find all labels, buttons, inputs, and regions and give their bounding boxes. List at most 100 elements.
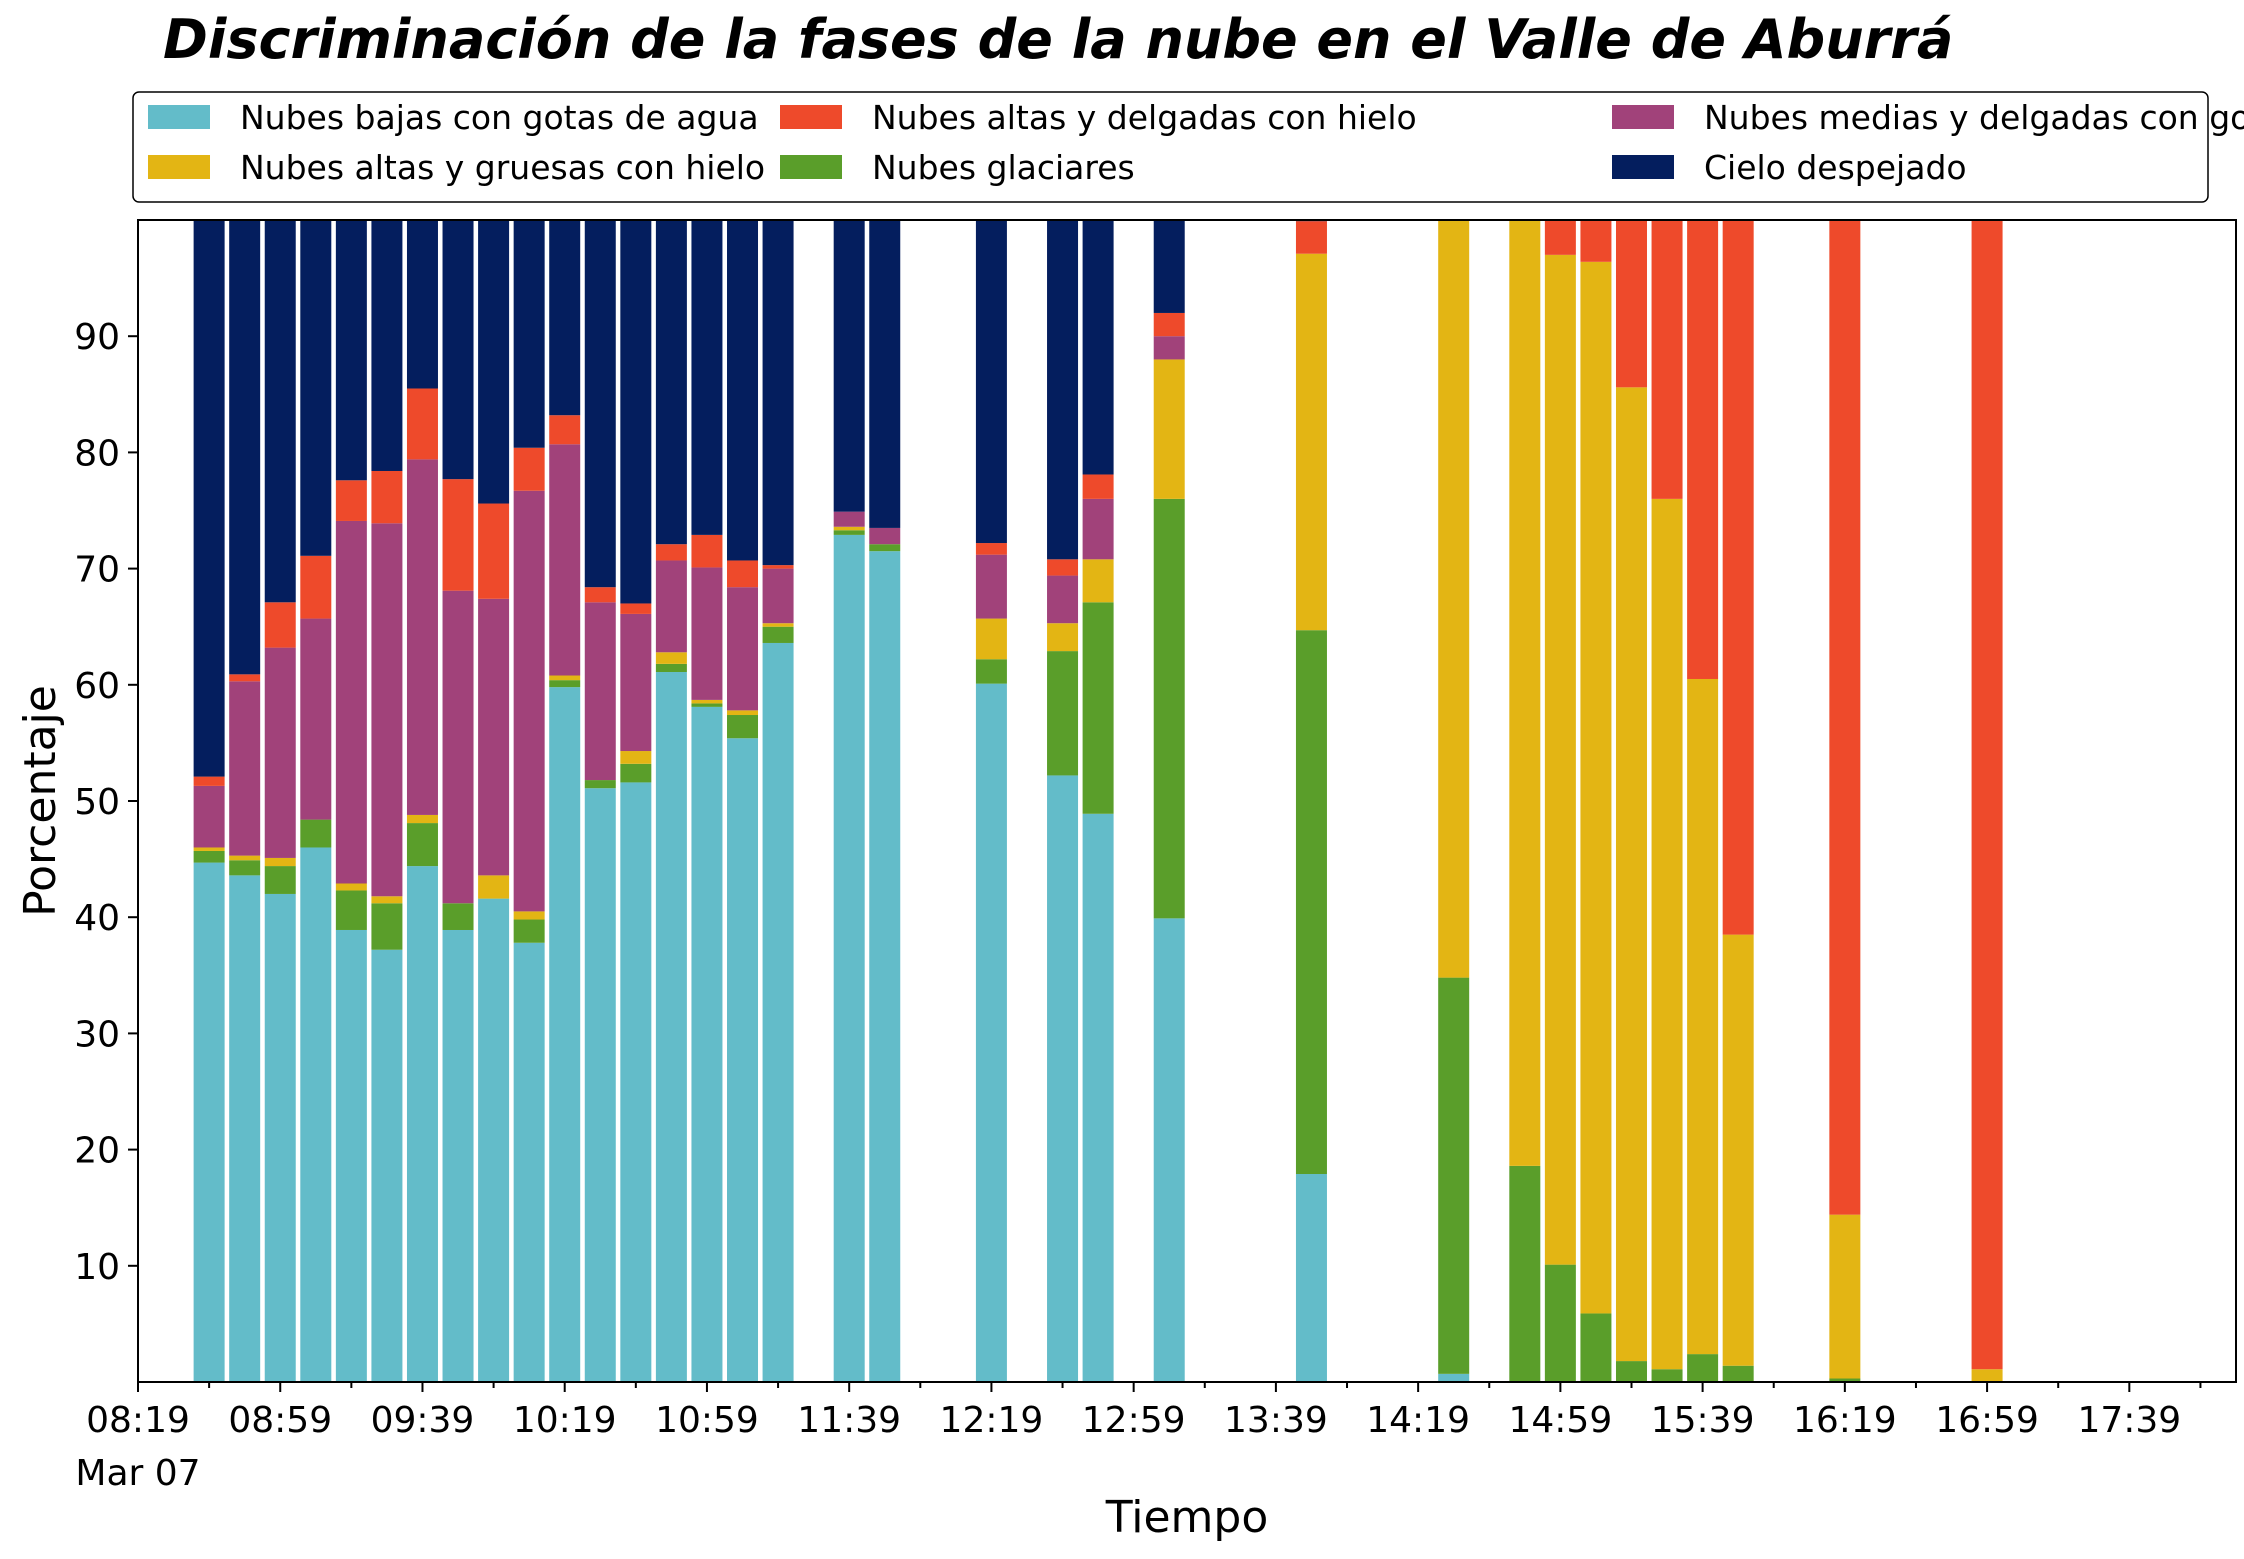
bar-segment (1580, 220, 1612, 262)
x-tick-sublabel: Mar 07 (75, 1453, 200, 1494)
bar-stack (1651, 220, 1683, 1382)
bar-stack (549, 220, 581, 1382)
y-tick-label: 60 (74, 666, 120, 707)
bar-segment (193, 847, 225, 851)
y-axis-label: Porcentaje (15, 685, 66, 917)
y-tick-label: 20 (74, 1131, 120, 1172)
bar-segment (1295, 253, 1327, 631)
bar-segment (300, 555, 332, 619)
bar-segment (300, 847, 332, 1382)
bar-segment (371, 896, 403, 904)
bar-stack (406, 220, 438, 1382)
bar-segment (229, 674, 261, 682)
bar-segment (300, 618, 332, 820)
legend-label: Nubes bajas con gotas de agua (240, 98, 759, 137)
bar-segment (833, 526, 865, 531)
bar-segment (833, 530, 865, 535)
legend-item: Nubes medias y delgadas con gotas de agu… (1612, 98, 2244, 137)
y-tick-label: 80 (74, 433, 120, 474)
y-tick-label: 90 (74, 317, 120, 358)
bar-stack (1295, 220, 1327, 1382)
x-axis-label: Tiempo (1105, 1492, 1269, 1543)
bar-segment (762, 626, 794, 643)
bar-segment (335, 929, 367, 1382)
bar-stack (513, 220, 545, 1382)
bar-segment (655, 220, 687, 545)
bar-stack (229, 220, 261, 1382)
bar-stack (620, 220, 652, 1382)
bar-segment (406, 814, 438, 824)
bar-stack (1153, 220, 1185, 1382)
x-tick-label: 14:59 (1508, 1400, 1612, 1441)
y-tick-label: 30 (74, 1014, 120, 1055)
legend-item: Nubes altas y gruesas con hielo (148, 148, 765, 187)
bar-segment (655, 663, 687, 673)
chart-title: Discriminación de la fases de la nube en… (163, 8, 1953, 71)
bar-stack (1971, 220, 2003, 1382)
bar-segment (371, 220, 403, 471)
bar-segment (229, 860, 261, 876)
x-tick-label: 13:39 (1224, 1400, 1328, 1441)
bar-segment (513, 490, 545, 912)
bar-segment (1615, 220, 1647, 388)
x-tick-label: 09:39 (371, 1400, 475, 1441)
bar-stack (193, 220, 225, 1382)
bar-segment (975, 543, 1007, 555)
bar-segment (1438, 977, 1470, 1374)
bar-stack (442, 220, 474, 1382)
bar-segment (1295, 630, 1327, 1175)
bar-segment (478, 220, 510, 504)
bar-segment (478, 598, 510, 876)
bar-segment (691, 703, 723, 707)
bar-segment (1153, 336, 1185, 360)
bar-segment (1082, 220, 1114, 475)
x-tick-label: 10:59 (655, 1400, 759, 1441)
bar-stack (869, 220, 901, 1382)
y-tick-label: 70 (74, 550, 120, 591)
x-tick-label: 08:59 (228, 1400, 332, 1441)
bar-stack (691, 220, 723, 1382)
bar-segment (442, 220, 474, 480)
bar-segment (1082, 474, 1114, 499)
bar-segment (406, 823, 438, 867)
bar-segment (478, 875, 510, 899)
bar-segment (584, 780, 616, 789)
bar-segment (620, 782, 652, 1382)
bar-segment (1722, 220, 1754, 935)
bar-segment (620, 613, 652, 752)
bar-segment (193, 850, 225, 863)
bar-segment (584, 602, 616, 781)
bar-segment (727, 738, 759, 1382)
bar-segment (655, 672, 687, 1382)
legend-label: Cielo despejado (1704, 148, 1967, 187)
bar-segment (1438, 220, 1470, 978)
bar-segment (371, 470, 403, 524)
bar-segment (442, 590, 474, 904)
bar-segment (478, 898, 510, 1382)
x-tick-label: 15:39 (1651, 1400, 1755, 1441)
legend-swatch (1612, 155, 1674, 179)
bar-segment (229, 875, 261, 1382)
bar-segment (1047, 575, 1079, 624)
bar-segment (478, 503, 510, 599)
bar-segment (549, 687, 581, 1382)
bar-segment (691, 699, 723, 704)
bar-segment (193, 862, 225, 1382)
bar-segment (1687, 1354, 1719, 1382)
bar-stack (1829, 220, 1861, 1382)
bar-segment (193, 220, 225, 777)
bar-segment (264, 893, 296, 1382)
bar-segment (335, 480, 367, 521)
bar-segment (406, 220, 438, 389)
bar-segment (975, 659, 1007, 684)
bars-layer (193, 220, 2003, 1382)
x-tick-label: 16:59 (1935, 1400, 2039, 1441)
y-tick-label: 10 (74, 1247, 120, 1288)
axes-layer: 10 20 30 40 50 60 70 80 90 08:19 Mar 07 08:59 09:39 1… (74, 317, 2202, 1494)
bar-segment (442, 903, 474, 930)
bar-segment (549, 415, 581, 445)
bar-segment (513, 919, 545, 943)
bar-segment (1438, 1373, 1470, 1382)
bar-segment (264, 602, 296, 648)
